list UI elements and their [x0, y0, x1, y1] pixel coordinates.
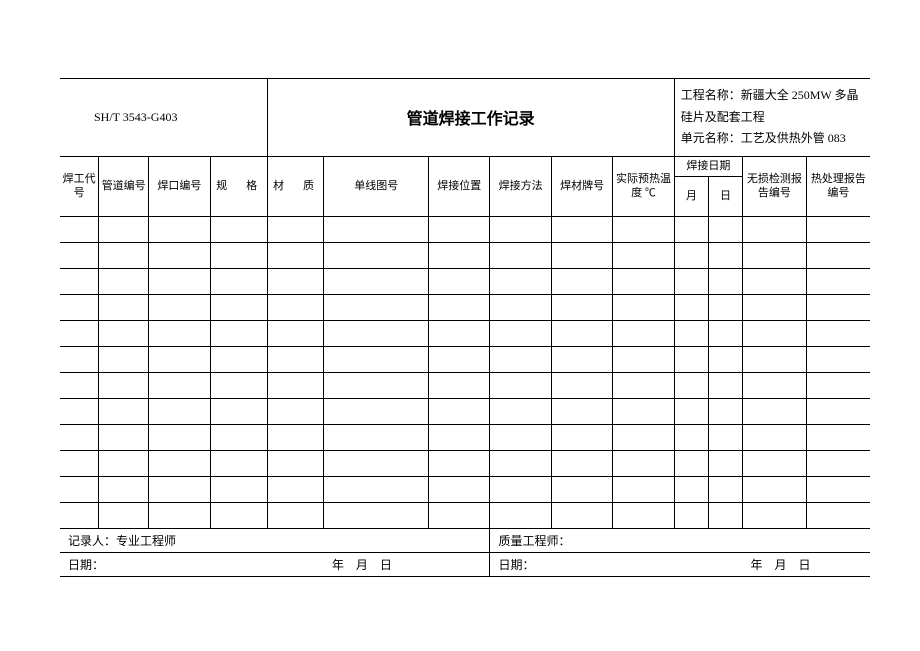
table-row: [60, 372, 870, 398]
col-filler-brand: 焊材牌号: [551, 156, 612, 216]
date-left-label: 日期：: [60, 552, 324, 576]
date-left-ymd: 年 月 日: [324, 552, 490, 576]
project-line: 工程名称：新疆大全 250MW 多晶硅片及配套工程: [681, 85, 864, 128]
col-weld-position: 焊接位置: [429, 156, 490, 216]
table-row: [60, 294, 870, 320]
col-day: 日: [708, 176, 742, 216]
column-headers: 焊工代号 管道编号 焊口编号 规 格 材 质 单线图号 焊接位置 焊接方法 焊材…: [60, 156, 870, 176]
col-iso-drawing: 单线图号: [324, 156, 429, 216]
table-row: [60, 242, 870, 268]
form-page: SH/T 3543-G403 管道焊接工作记录 工程名称：新疆大全 250MW …: [0, 0, 920, 651]
col-pipe-no: 管道编号: [99, 156, 149, 216]
col-pwht-report: 热处理报告编号: [806, 156, 870, 216]
header-row: SH/T 3543-G403 管道焊接工作记录 工程名称：新疆大全 250MW …: [60, 79, 870, 157]
form-code: SH/T 3543-G403: [60, 79, 267, 157]
date-right-ymd: 年 月 日: [743, 552, 871, 576]
col-ndt-report: 无损检测报告编号: [743, 156, 807, 216]
welding-record-table: SH/T 3543-G403 管道焊接工作记录 工程名称：新疆大全 250MW …: [60, 78, 870, 577]
footer-date-row: 日期： 年 月 日 日期： 年 月 日: [60, 552, 870, 576]
col-weld-method: 焊接方法: [490, 156, 551, 216]
date-right-label: 日期：: [490, 552, 743, 576]
col-month: 月: [674, 176, 708, 216]
col-welder-code: 焊工代号: [60, 156, 99, 216]
table-row: [60, 268, 870, 294]
project-info: 工程名称：新疆大全 250MW 多晶硅片及配套工程 单元名称：工艺及供热外管 0…: [674, 79, 870, 157]
table-row: [60, 320, 870, 346]
table-row: [60, 476, 870, 502]
table-row: [60, 398, 870, 424]
table-row: [60, 450, 870, 476]
table-row: [60, 346, 870, 372]
col-material: 材 质: [267, 156, 324, 216]
recorder-cell: 记录人：专业工程师: [60, 528, 490, 552]
col-spec: 规 格: [210, 156, 267, 216]
unit-line: 单元名称：工艺及供热外管 083: [681, 128, 864, 150]
form-title: 管道焊接工作记录: [267, 79, 674, 157]
table-row: [60, 502, 870, 528]
qc-engineer-cell: 质量工程师：: [490, 528, 870, 552]
table-row: [60, 424, 870, 450]
col-joint-no: 焊口编号: [149, 156, 210, 216]
col-weld-date: 焊接日期: [674, 156, 742, 176]
col-preheat-temp: 实际预热温度 ℃: [613, 156, 674, 216]
table-row: [60, 216, 870, 242]
footer-recorder-row: 记录人：专业工程师 质量工程师：: [60, 528, 870, 552]
